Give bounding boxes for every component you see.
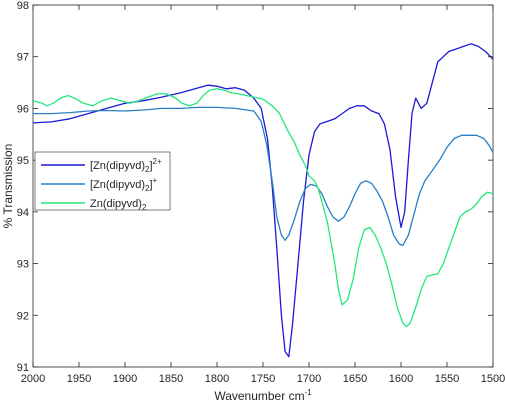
x-tick-label: 1950 (67, 373, 91, 385)
x-tick-label: 1750 (251, 373, 275, 385)
legend-label-2: [Zn(dipyvd)2]+ (90, 176, 158, 193)
legend: [Zn(dipyvd)2]2+ [Zn(dipyvd)2]+ Zn(dipyvd)2 (34, 151, 171, 212)
series-line-2 (33, 106, 494, 247)
x-tick-label: 1900 (113, 373, 137, 385)
x-tick-label: 1850 (159, 373, 183, 385)
x-tick-label: 1500 (481, 373, 505, 385)
series-layer (32, 43, 494, 358)
legend-label-3: Zn(dipyvd)2 (90, 198, 147, 212)
y-tick-label: 97 (17, 52, 29, 64)
x-tick-label: 2000 (21, 373, 45, 385)
series-line-1 (32, 43, 494, 358)
legend-box (34, 151, 171, 211)
x-axis: 2000 1950 1900 1850 1800 1750 1700 1650 1600 1550… (21, 5, 505, 385)
y-axis: 91 92 93 94 95 96 97 98 (17, 0, 493, 374)
series-line-3 (32, 88, 494, 328)
x-tick-label: 1650 (343, 373, 367, 385)
y-tick-label: 94 (17, 207, 29, 219)
x-tick-label: 1800 (205, 373, 229, 385)
legend-label-1: [Zn(dipyvd)2]2+ (90, 157, 162, 174)
x-axis-title: Wavenumber cm-1 (214, 388, 312, 403)
x-tick-label: 1600 (389, 373, 413, 385)
x-tick-label: 1700 (297, 373, 321, 385)
y-tick-label: 93 (17, 259, 29, 271)
y-axis-title: % Transmission (1, 144, 15, 229)
y-tick-label: 91 (17, 362, 29, 374)
x-tick-label: 1550 (435, 373, 459, 385)
y-tick-label: 95 (17, 155, 29, 167)
y-tick-label: 96 (17, 103, 29, 115)
y-tick-label: 98 (17, 0, 29, 12)
y-tick-label: 92 (17, 310, 29, 322)
